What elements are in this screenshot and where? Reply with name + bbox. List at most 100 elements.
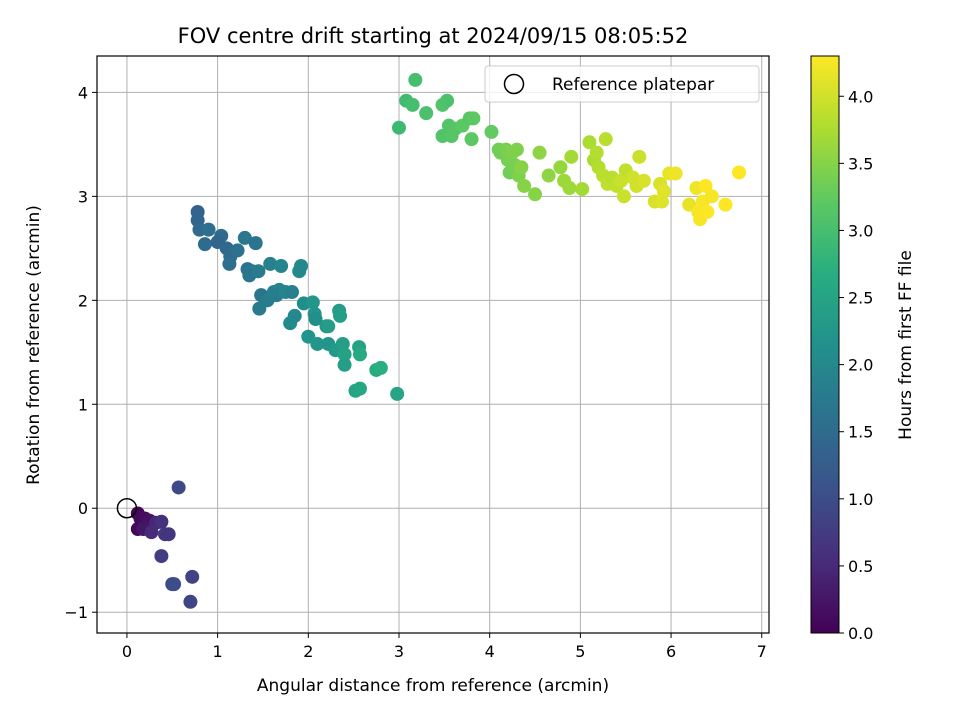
data-point (514, 160, 529, 175)
colorbar-tick-label: 3.0 (848, 221, 873, 240)
data-point (251, 264, 266, 279)
data-point (352, 381, 367, 396)
colorbar-tick-label: 1.0 (848, 490, 873, 509)
colorbar-tick-label: 3.5 (848, 154, 873, 173)
data-point (656, 184, 671, 199)
y-tick-label: 0 (78, 499, 88, 518)
data-point (654, 194, 669, 209)
data-point (408, 72, 423, 87)
data-point (528, 187, 543, 202)
data-point (509, 142, 524, 157)
data-point (287, 308, 302, 323)
y-tick-label: 3 (78, 187, 88, 206)
plot-frame (96, 55, 770, 634)
x-axis-label: Angular distance from reference (arcmin) (257, 676, 609, 696)
data-point (333, 308, 348, 323)
legend-entry: Reference platepar (552, 75, 714, 95)
data-point (517, 178, 532, 193)
data-point (222, 256, 237, 271)
colorbar-ticks: 0.0 0.5 1.0 1.5 2.0 2.5 3.0 3.5 4.0 (839, 87, 873, 643)
chart-title: FOV centre drift starting at 2024/09/15 … (178, 24, 689, 48)
data-point (144, 525, 159, 540)
colorbar-tick-label: 0.5 (848, 557, 873, 576)
data-point (419, 106, 434, 121)
data-point (167, 577, 182, 592)
data-point (154, 514, 169, 529)
data-point (440, 93, 455, 108)
x-tick-label: 3 (394, 642, 404, 661)
data-point (391, 120, 406, 135)
data-point (616, 189, 631, 204)
data-point (305, 295, 320, 310)
data-point (294, 259, 309, 274)
data-point (732, 165, 747, 180)
data-point (373, 360, 388, 375)
x-tick-label: 2 (303, 642, 313, 661)
data-point (564, 149, 579, 164)
data-point (562, 181, 577, 196)
reference-marker (116, 497, 138, 519)
data-point (337, 357, 352, 372)
data-point (337, 347, 352, 362)
x-tick-label: 0 (122, 642, 132, 661)
data-point (171, 480, 186, 495)
data-point (668, 166, 683, 181)
data-point (310, 336, 325, 351)
data-point (352, 347, 367, 362)
colorbar-tick-label: 1.5 (848, 423, 873, 442)
data-point (185, 569, 200, 584)
data-point (183, 594, 198, 609)
y-axis-label: Rotation from reference (arcmin) (24, 205, 44, 485)
data-point (698, 178, 713, 193)
colorbar-tick-label: 2.0 (848, 356, 873, 375)
data-point (230, 243, 245, 258)
data-point (263, 256, 278, 271)
legend-marker-icon (503, 73, 525, 95)
data-point (484, 124, 499, 139)
x-tick-label: 7 (757, 642, 767, 661)
data-point (718, 197, 733, 212)
colorbar: 0.0 0.5 1.0 1.5 2.0 2.5 3.0 3.5 4.0 Hours from f… (810, 55, 916, 643)
data-point (464, 132, 479, 147)
data-point (589, 145, 604, 160)
data-point (575, 182, 590, 197)
data-point (197, 237, 212, 252)
data-point (636, 173, 651, 188)
x-tick-label: 1 (213, 642, 223, 661)
y-tick-label: 1 (78, 395, 88, 414)
colorbar-gradient (810, 55, 840, 634)
data-point (308, 312, 323, 327)
data-point (237, 230, 252, 245)
y-tick-label: 4 (78, 83, 88, 102)
data-point (704, 189, 719, 204)
data-point (161, 527, 176, 542)
legend: Reference platepar (484, 65, 760, 103)
y-tick-label: 2 (78, 291, 88, 310)
data-point (154, 549, 169, 564)
x-tick-label: 6 (666, 642, 676, 661)
legend-box (484, 65, 760, 103)
data-point (335, 336, 350, 351)
colorbar-tick-label: 4.0 (848, 87, 873, 106)
data-points (130, 72, 747, 609)
data-point (466, 111, 481, 126)
axis-ticks: 0 1 2 3 4 5 6 7 −1 0 1 2 3 4 (64, 83, 766, 661)
data-point (274, 259, 289, 274)
data-point (700, 204, 715, 219)
data-point (532, 145, 547, 160)
data-point (284, 284, 299, 299)
grid (97, 56, 769, 633)
data-point (541, 168, 556, 183)
data-point (553, 160, 568, 175)
data-point (201, 222, 216, 237)
y-tick-label: −1 (64, 603, 88, 622)
data-point (582, 135, 597, 150)
x-tick-label: 4 (485, 642, 495, 661)
x-tick-label: 5 (575, 642, 585, 661)
data-point (390, 386, 405, 401)
colorbar-tick-label: 2.5 (848, 289, 873, 308)
colorbar-label: Hours from first FF file (896, 250, 916, 440)
reference-point-marker (116, 497, 138, 519)
data-point (405, 97, 420, 112)
